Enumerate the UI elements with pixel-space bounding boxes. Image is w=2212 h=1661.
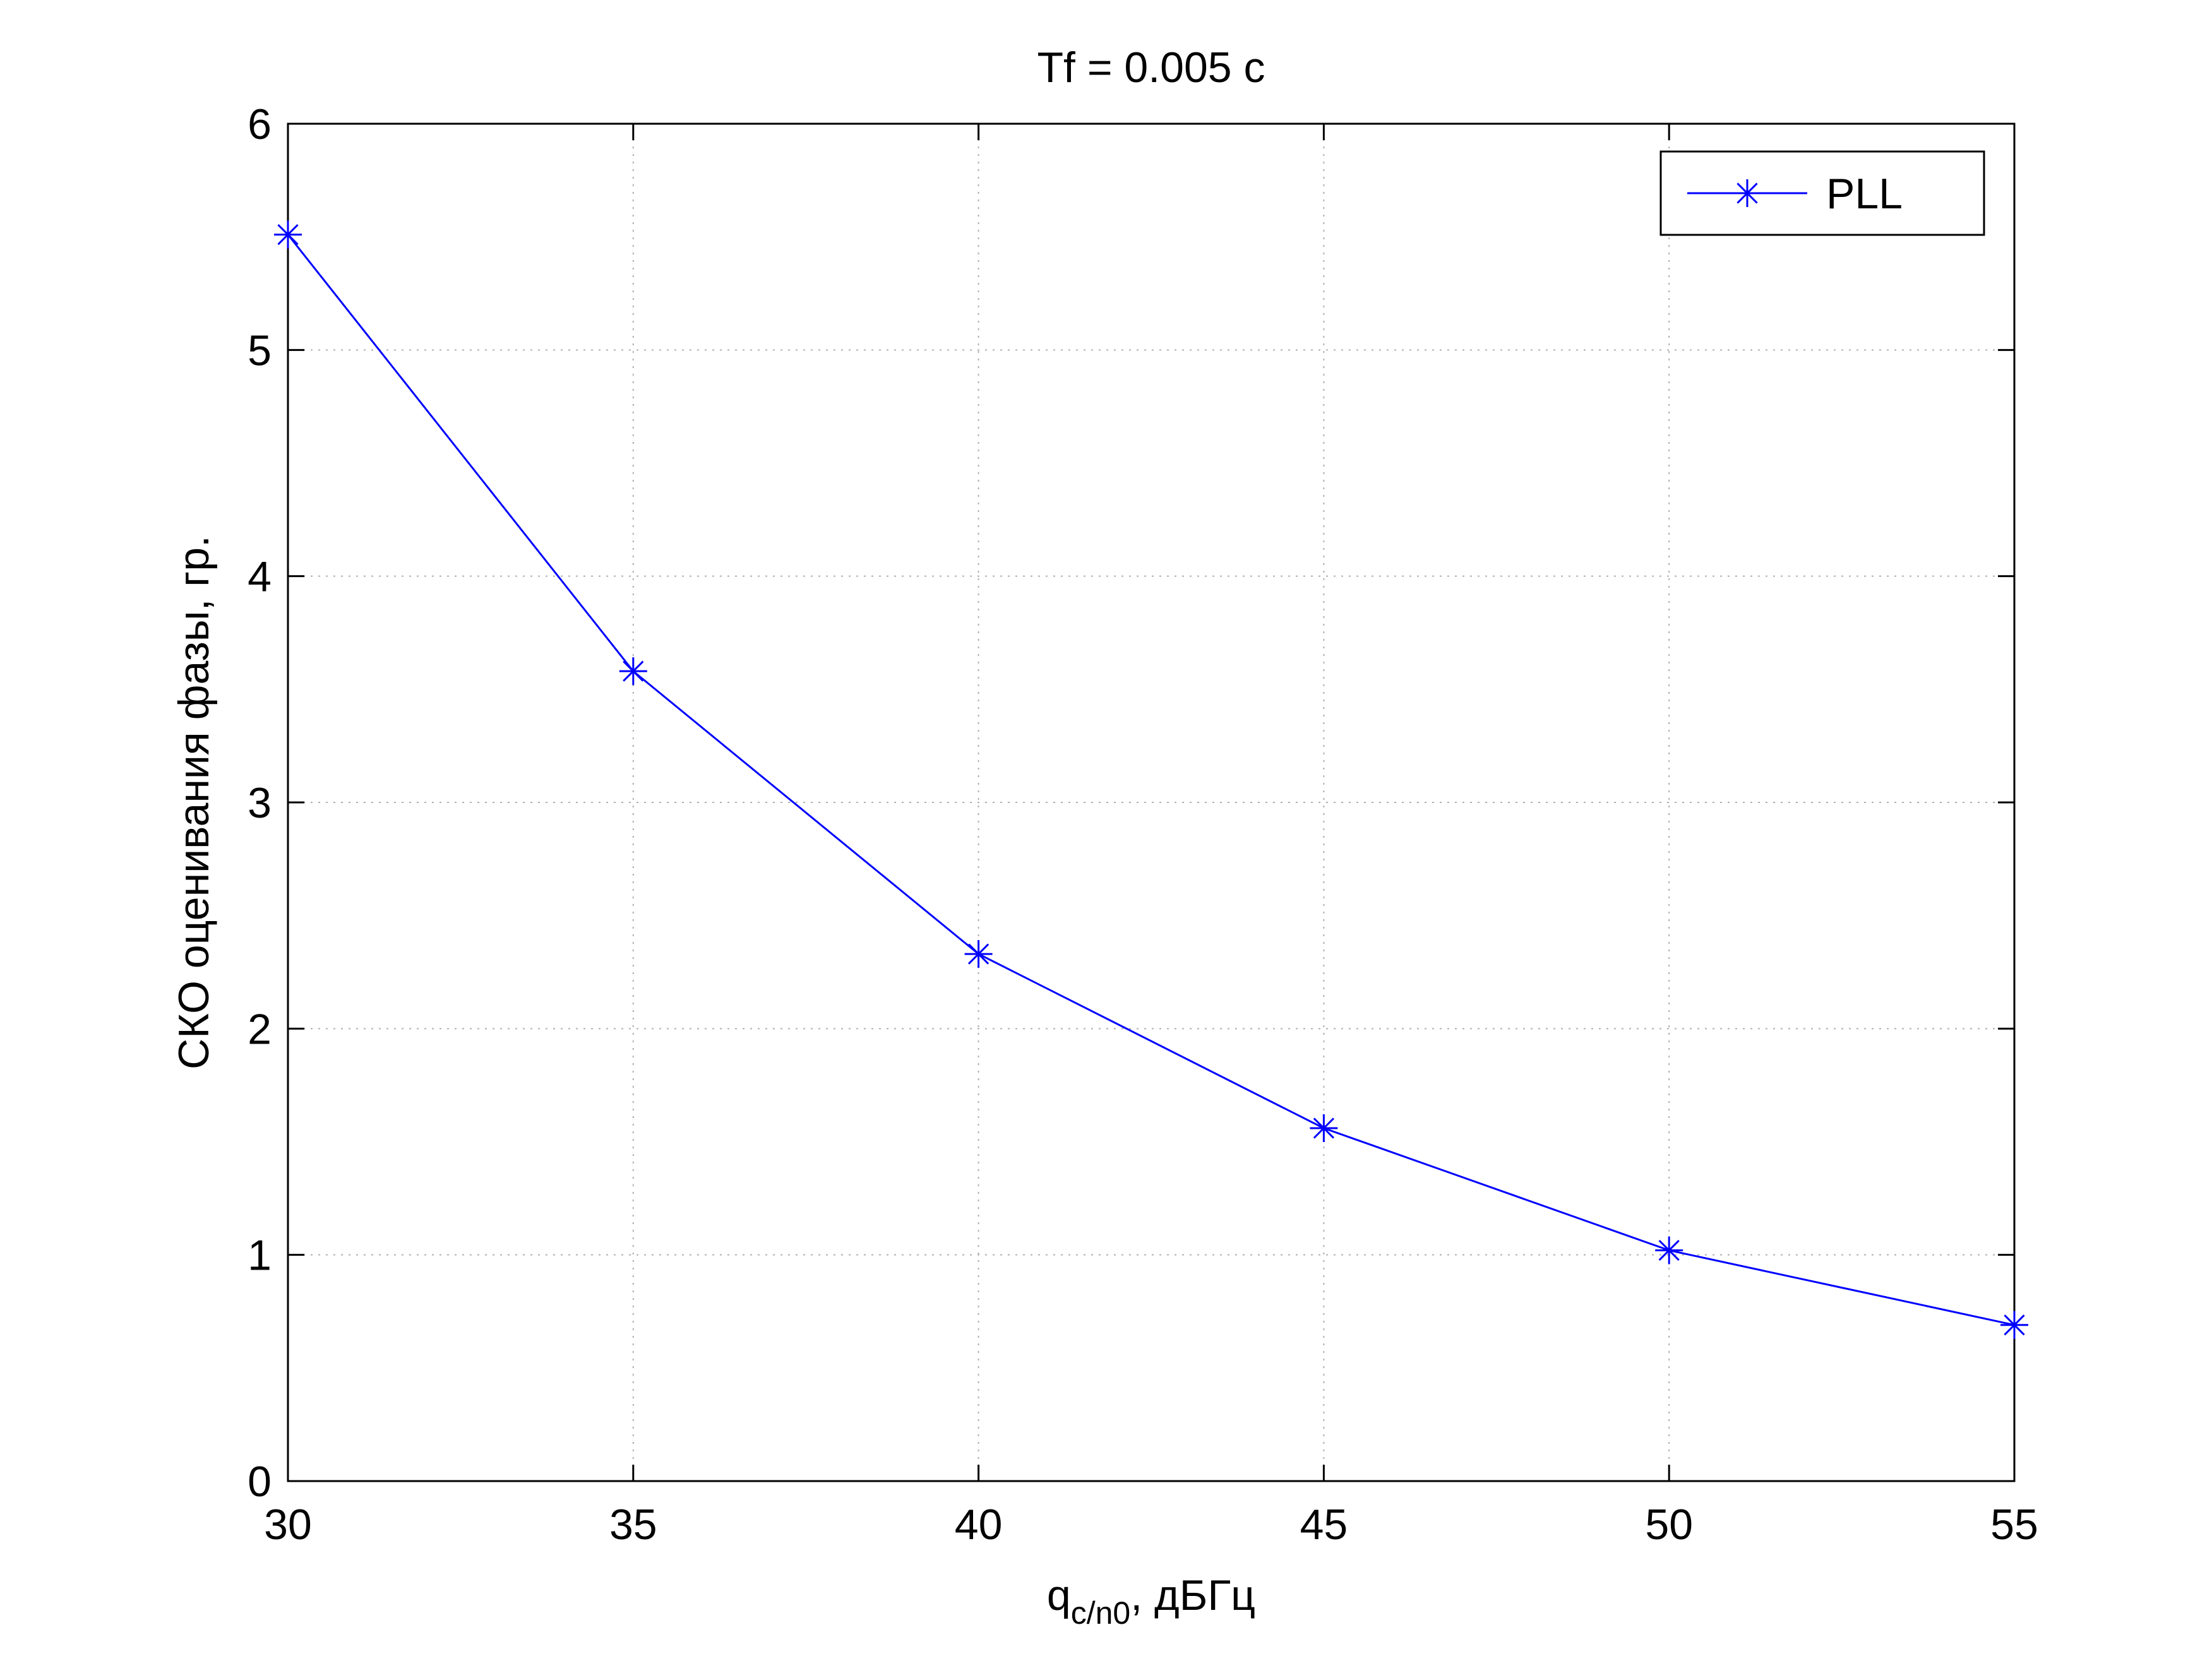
axis-ticks — [287, 122, 2016, 1482]
series-layer — [274, 220, 2028, 1339]
x-tick-label: 40 — [955, 1501, 1003, 1549]
x-tick-label: 50 — [1645, 1501, 1693, 1549]
y-tick-label: 2 — [248, 1005, 272, 1053]
data-point — [1655, 1236, 1683, 1265]
data-point — [964, 940, 993, 968]
y-tick-label: 4 — [248, 553, 272, 601]
x-tick-labels: 30 35 40 45 50 55 — [264, 1501, 2038, 1549]
x-tick-label: 45 — [1300, 1501, 1348, 1549]
x-axis-label-subscript: c/n0 — [1071, 1595, 1131, 1631]
y-tick-label: 0 — [248, 1458, 272, 1506]
x-axis-label-main: q — [1047, 1571, 1071, 1619]
x-tick-label: 55 — [1990, 1501, 2038, 1549]
legend: PLL — [1659, 150, 1985, 236]
x-axis-label: qc/n0, дБГц — [1047, 1571, 1255, 1631]
x-axis-label-suffix: , дБГц — [1130, 1571, 1255, 1619]
data-point — [274, 220, 302, 249]
y-axis-label: СКО оценивания фазы, гр. — [170, 535, 218, 1069]
asterisk-marker — [1733, 179, 1761, 207]
legend-marker — [1733, 179, 1761, 207]
y-tick-label: 1 — [248, 1232, 272, 1280]
data-point — [1310, 1114, 1338, 1142]
y-tick-labels: 0 1 2 3 4 5 6 — [248, 100, 272, 1506]
x-tick-label: 35 — [609, 1501, 657, 1549]
y-tick-label: 5 — [248, 326, 272, 374]
y-tick-label: 6 — [248, 100, 272, 148]
x-tick-label: 30 — [264, 1501, 312, 1549]
legend-label-pll: PLL — [1826, 170, 1903, 218]
data-point — [2000, 1311, 2028, 1339]
chart-title: Tf = 0.005 c — [1037, 44, 1265, 92]
data-point — [619, 657, 647, 686]
y-tick-label: 3 — [248, 779, 272, 827]
series-line-pll — [287, 234, 2015, 1326]
